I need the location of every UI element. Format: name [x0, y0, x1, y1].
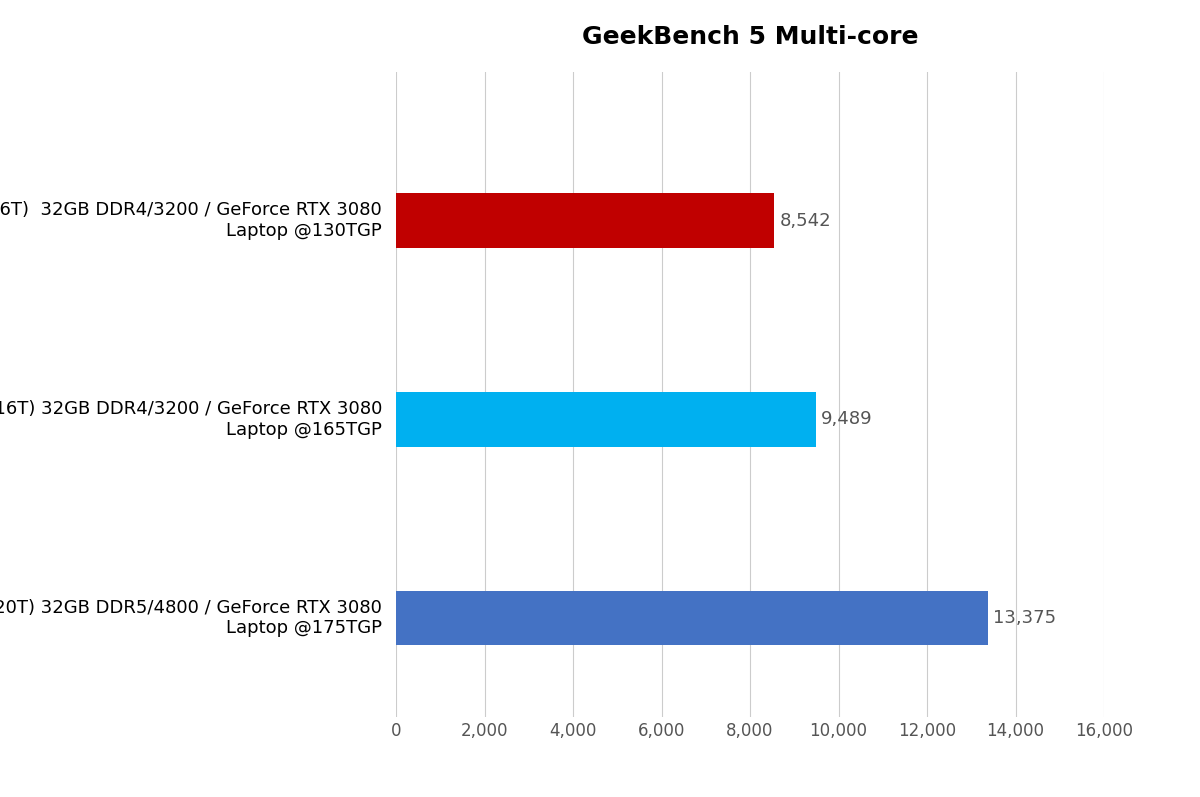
Title: GeekBench 5 Multi-core: GeekBench 5 Multi-core	[582, 25, 918, 49]
Bar	[396, 392, 816, 446]
Text: 8,542: 8,542	[779, 212, 830, 230]
Bar	[396, 591, 988, 646]
Text: 9,489: 9,489	[821, 410, 872, 428]
Text: 13,375: 13,375	[994, 609, 1056, 627]
Bar	[396, 194, 774, 248]
